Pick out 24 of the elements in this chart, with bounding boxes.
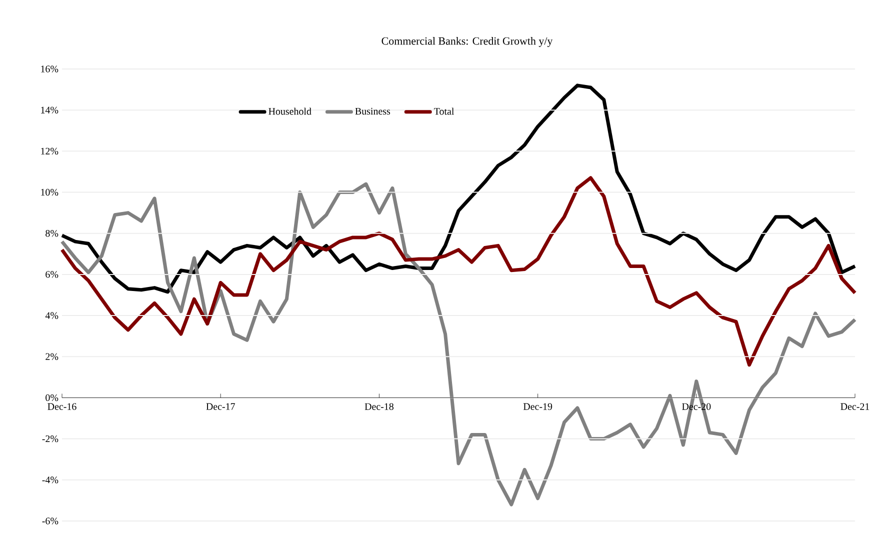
x-tick-label: Dec-21 xyxy=(840,403,870,410)
chart-title: Commercial Banks: Credit Growth y/y xyxy=(382,37,553,47)
y-tick-label: 14% xyxy=(41,106,58,114)
y-tick-label: 4% xyxy=(45,312,58,319)
y-tick-label: 10% xyxy=(41,188,58,196)
y-tick-label: -6% xyxy=(42,518,58,524)
legend-label: Business xyxy=(355,108,390,115)
x-tick-label: Dec-16 xyxy=(48,403,76,410)
line-series xyxy=(60,84,857,294)
x-tick-label: Dec-19 xyxy=(523,403,552,410)
y-tick-label: 12% xyxy=(41,148,58,155)
y-tick-label: 0% xyxy=(46,394,58,402)
x-tick-label: Dec-17 xyxy=(206,403,235,410)
y-tick-label: 16% xyxy=(41,66,58,72)
line-series xyxy=(60,176,857,367)
legend-label: Household xyxy=(268,108,312,115)
y-tick-label: -2% xyxy=(42,435,58,442)
y-tick-label: 2% xyxy=(46,353,58,360)
y-tick-label: 6% xyxy=(46,271,58,278)
y-tick-label: -4% xyxy=(42,476,58,484)
x-tick-label: Dec-18 xyxy=(364,403,394,410)
y-tick-label: 8% xyxy=(46,230,58,237)
legend-label: Total xyxy=(434,108,454,115)
x-tick-label: Dec-20 xyxy=(682,403,711,410)
